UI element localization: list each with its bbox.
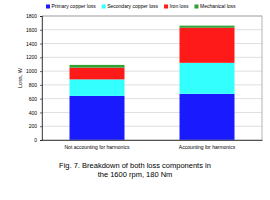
y-tick: 600	[29, 96, 42, 102]
bar-segment	[180, 63, 235, 94]
legend-label: Mechanical loss	[200, 3, 236, 9]
bar-segment	[70, 68, 125, 80]
y-tick: 1600	[26, 27, 42, 33]
bar-segment	[180, 26, 235, 28]
y-axis-title: Loss, W	[17, 67, 23, 88]
y-tick-label: 1800	[26, 13, 37, 19]
plot: 0 200 400 600 800 1000 1200 1400 1600 1800 Not acc…	[26, 13, 263, 150]
y-tick: 200	[29, 123, 42, 129]
y-tick: 1400	[26, 41, 42, 47]
bar-segment	[180, 94, 235, 140]
y-tick: 0	[34, 137, 42, 143]
legend: Primary copper loss Secondary copper loss…	[46, 3, 236, 9]
caption-line: the 1600 rpm, 180 Nm	[98, 170, 173, 179]
y-tick: 1200	[26, 54, 42, 60]
legend-item: Iron loss	[164, 3, 189, 9]
y-tick-label: 1000	[26, 68, 37, 74]
y-axis-line	[40, 17, 43, 141]
y-tick-label: 400	[29, 110, 38, 116]
caption-line: Fig. 7. Breakdown of both loss component…	[59, 161, 211, 170]
bars	[70, 26, 235, 140]
y-tick-mark	[40, 112, 42, 113]
y-tick-mark	[40, 140, 42, 141]
legend-swatch	[194, 5, 198, 9]
legend-label: Iron loss	[170, 3, 189, 9]
y-tick-mark	[40, 71, 42, 72]
y-tick-mark	[40, 85, 42, 86]
x-tick: Accounting for harmonics	[179, 140, 236, 150]
y-axis: 0 200 400 600 800 1000 1200 1400 1600 1800	[26, 13, 43, 143]
y-tick-label: 800	[29, 82, 38, 88]
x-axis-line	[43, 140, 263, 141]
y-tick-mark	[40, 57, 42, 58]
caption: Fig. 7. Breakdown of both loss component…	[59, 161, 211, 179]
y-tick-mark	[40, 16, 42, 17]
bar-segment	[180, 28, 235, 63]
y-tick-mark	[40, 99, 42, 100]
legend-item: Mechanical loss	[194, 3, 236, 9]
bar-segment	[70, 79, 125, 96]
y-tick-label: 1400	[26, 41, 37, 47]
x-tick: Not accounting for harmonics	[64, 140, 130, 150]
grid	[42, 16, 262, 140]
plot-frame	[42, 16, 262, 140]
legend-swatch	[46, 5, 50, 9]
y-tick-label: 1200	[26, 54, 37, 60]
legend-swatch	[164, 5, 168, 9]
legend-label: Primary copper loss	[52, 3, 97, 9]
legend-label: Secondary copper loss	[107, 3, 158, 9]
y-tick: 800	[29, 82, 42, 88]
y-tick-label: 600	[29, 96, 38, 102]
x-tick-label: Accounting for harmonics	[179, 144, 236, 150]
x-axis: Not accounting for harmonics Accounting f…	[43, 140, 263, 150]
y-tick-mark	[40, 44, 42, 45]
y-tick-mark	[40, 30, 42, 31]
y-tick: 1000	[26, 68, 42, 74]
legend-item: Primary copper loss	[46, 3, 96, 9]
bar-segment	[70, 65, 125, 68]
y-tick-mark	[40, 126, 42, 127]
y-tick: 400	[29, 110, 42, 116]
bar-segment	[70, 96, 125, 140]
legend-swatch	[102, 5, 106, 9]
chart: 0 200 400 600 800 1000 1200 1400 1600 1800 Not acc…	[0, 0, 270, 200]
x-tick-label: Not accounting for harmonics	[64, 144, 130, 150]
y-tick-label: 0	[34, 137, 37, 143]
legend-item: Secondary copper loss	[102, 3, 159, 9]
y-tick-label: 1600	[26, 27, 37, 33]
y-tick-label: 200	[29, 123, 38, 129]
y-tick: 1800	[26, 13, 42, 19]
